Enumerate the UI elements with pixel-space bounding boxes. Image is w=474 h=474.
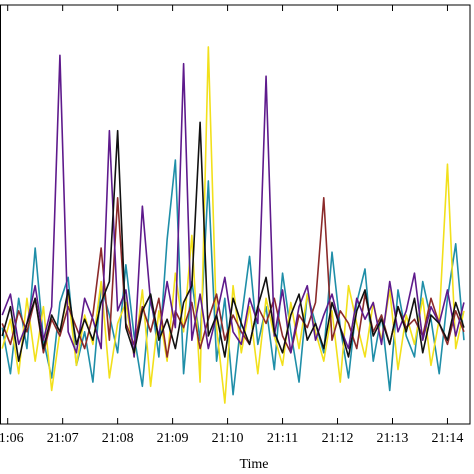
x-tick-label: 21:08 bbox=[102, 431, 134, 446]
x-tick-label: 21:07 bbox=[47, 431, 79, 446]
x-tick-label: 21:10 bbox=[212, 431, 244, 446]
x-tick-label: 21:09 bbox=[157, 431, 189, 446]
x-tick-label: 21:13 bbox=[377, 431, 409, 446]
series-line bbox=[1, 121, 465, 362]
x-tick-label: 21:12 bbox=[322, 431, 354, 446]
plot-area bbox=[1, 46, 465, 404]
series-line bbox=[1, 46, 465, 404]
x-tick-label: 21:06 bbox=[0, 431, 24, 446]
plot-frame bbox=[0, 4, 471, 425]
series-line bbox=[1, 159, 465, 396]
x-tick-label: 21:11 bbox=[267, 431, 298, 446]
x-tick-label: 21:14 bbox=[432, 431, 464, 446]
x-axis-label: Time bbox=[239, 457, 268, 472]
